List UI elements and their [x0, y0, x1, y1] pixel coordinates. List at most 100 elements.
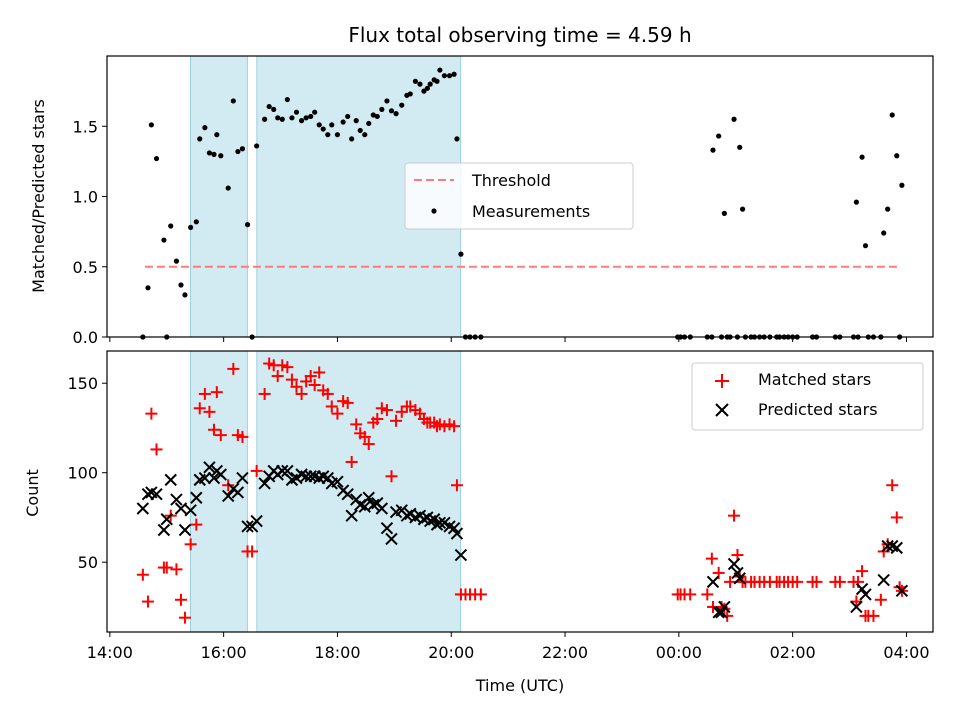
measurement-point [859, 154, 865, 160]
x-axis-label: Time (UTC) [475, 676, 564, 695]
matched-point [331, 407, 344, 420]
predicted-point [258, 477, 271, 490]
matched-point [810, 575, 823, 588]
measurement-point [173, 258, 180, 264]
matched-point [222, 479, 235, 492]
measurement-point [188, 224, 194, 231]
y-tick-label: 1.5 [73, 117, 98, 136]
matched-point [395, 405, 408, 418]
matched-point [362, 438, 375, 451]
measurements-legend-swatch [431, 208, 437, 214]
matched-point [890, 511, 903, 524]
matched-point [214, 429, 227, 442]
measurement-point [211, 151, 217, 157]
measurement-point [320, 126, 326, 132]
predicted-point [214, 468, 228, 481]
measurement-point [266, 103, 272, 110]
matched-point [207, 423, 220, 436]
predicted-point [380, 521, 394, 535]
matched-point [684, 588, 697, 601]
predicted-point [157, 523, 171, 537]
measurement-point [362, 132, 368, 138]
matched-point [136, 568, 149, 581]
measurement-point [379, 106, 385, 112]
predicted-point [276, 464, 289, 478]
ratio-x-ticks [109, 337, 907, 342]
measurement-point [284, 96, 290, 103]
measurement-point [441, 73, 448, 79]
predicted-point [136, 502, 150, 515]
ratio-y-ticks: 0.0 0.5 1.0 1.5 [73, 117, 107, 347]
measurement-point [293, 109, 300, 115]
measurement-point [458, 251, 464, 257]
predicted-point [331, 475, 344, 488]
measurement-point [399, 102, 405, 108]
measurement-point [384, 98, 390, 104]
matched-point [450, 479, 463, 492]
matched-point [150, 443, 163, 456]
predicted-point [190, 491, 203, 504]
measurement-point [202, 125, 208, 131]
measurement-point [161, 237, 167, 243]
predicted-point [178, 523, 192, 537]
predicted-point [207, 471, 221, 485]
measurement-point [197, 136, 203, 142]
matched-point [227, 362, 240, 375]
measurement-point [218, 153, 224, 159]
measurement-point [446, 73, 453, 79]
measurement-point [437, 67, 443, 73]
measurement-point [434, 78, 440, 84]
measurement-point [239, 146, 246, 152]
measurement-point [412, 78, 418, 84]
legend-measurements-label: Measurements [472, 202, 590, 221]
shaded-interval [256, 350, 462, 633]
measurement-point [737, 144, 743, 150]
measurement-point [334, 132, 341, 138]
matched-point [474, 588, 487, 601]
matched-point [250, 464, 263, 477]
predicted-point [859, 588, 872, 601]
observing-window-shading [190, 350, 462, 633]
matched-point [236, 430, 249, 443]
ratio-panel: 0.0 0.5 1.0 1.5 Matched/Predicted stars Thr… [29, 55, 934, 347]
measurement-point [345, 113, 351, 120]
predicted-point [890, 541, 903, 555]
legend-matched-label: Matched stars [758, 370, 871, 389]
shaded-interval [190, 55, 248, 338]
predicted-point [362, 491, 375, 504]
y-tick-label: 0.0 [73, 328, 98, 347]
predicted-point [150, 487, 163, 501]
measurement-point [298, 118, 305, 124]
measurement-point [244, 222, 251, 228]
matched-point [705, 552, 718, 565]
matched-point [193, 402, 206, 415]
predicted-point [160, 513, 173, 526]
matched-point [867, 609, 880, 622]
y-tick-label: 1.0 [73, 188, 98, 207]
matched-point [321, 387, 334, 400]
measurement-point [254, 143, 260, 149]
matched-point [886, 479, 899, 492]
y-tick-label: 150 [67, 374, 98, 393]
predicted-point [241, 520, 254, 533]
matched-point [791, 575, 804, 588]
chart-title: Flux total observing time = 4.59 h [348, 23, 691, 47]
matched-point [170, 563, 183, 576]
predicted-point [231, 486, 245, 499]
matched-point [341, 396, 354, 409]
legend-box [691, 362, 924, 431]
measurement-point [325, 132, 331, 138]
measurement-point [340, 119, 346, 125]
measurement-point [271, 106, 277, 112]
matched-point [728, 509, 741, 522]
predicted-point [164, 473, 177, 487]
matched-point [380, 404, 393, 417]
count-legend: Matched stars Predicted stars [691, 362, 924, 431]
measurement-point [329, 122, 335, 128]
predicted-point [855, 582, 869, 596]
measurement-point [289, 115, 295, 121]
measurement-point [716, 133, 722, 139]
matched-point [258, 387, 271, 400]
predicted-point [454, 548, 468, 562]
